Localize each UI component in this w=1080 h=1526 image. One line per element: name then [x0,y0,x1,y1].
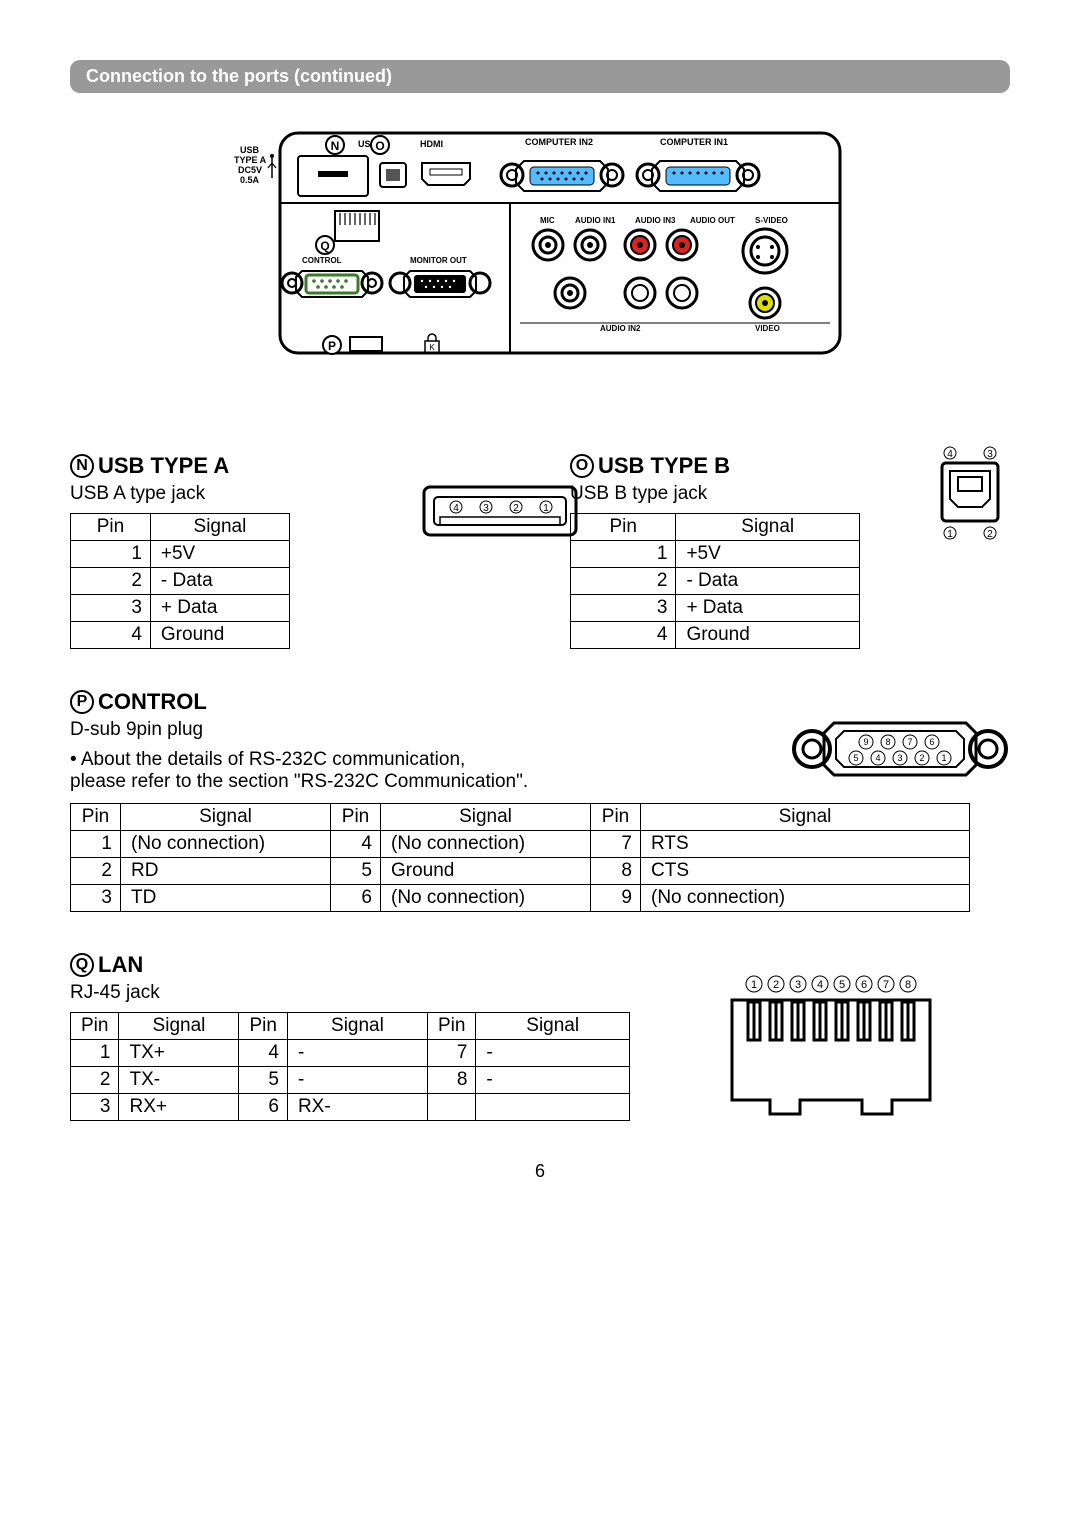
audio-jack-mic [533,230,563,260]
control-table: PinSignal PinSignal PinSignal 1(No conne… [70,803,970,912]
svg-text:8: 8 [905,979,911,991]
svg-text:HDMI: HDMI [420,139,443,149]
svg-text:6: 6 [861,979,867,991]
usb-type-a-section: N USB TYPE A USB A type jack PinSignal 1… [70,453,510,649]
rca-in3-r [625,230,655,260]
svg-text:O: O [375,139,384,153]
rear-port-panel-diagram: USB TYPE A DC5V 0.5A N USB O HDMI COMPUT… [230,123,850,373]
svg-text:3: 3 [483,503,489,514]
svg-text:P: P [328,339,336,353]
svg-text:1: 1 [941,753,946,763]
svg-text:2: 2 [919,753,924,763]
svg-text:3: 3 [987,449,993,460]
svg-text:4: 4 [453,503,459,514]
usb-icon-side [268,154,276,178]
svg-text:AUDIO OUT: AUDIO OUT [690,216,735,225]
dsub9-connector-diagram: 9 8 7 6 5 4 3 2 1 [790,709,1010,789]
control-section: P CONTROL D-sub 9pin plug • About the de… [70,689,1010,912]
svg-text:N: N [331,139,340,153]
usb-type-b-section: O USB TYPE B USB B type jack PinSignal 1… [570,453,1010,649]
svg-text:5: 5 [853,753,858,763]
svg-text:K: K [429,343,435,352]
page-number: 6 [70,1161,1010,1182]
svg-text:4: 4 [947,449,953,460]
svg-text:3: 3 [795,979,801,991]
svg-text:5: 5 [839,979,845,991]
usb-b-connector-diagram: 4 3 1 2 [930,443,1010,543]
usb-a-connector-diagram: 4 3 2 1 [420,483,580,543]
audio-jack-in1 [575,230,605,260]
svg-text:AUDIO IN2: AUDIO IN2 [600,324,641,333]
svg-text:MIC: MIC [540,216,555,225]
usb-type-a-side-label: USB TYPE A DC5V 0.5A [234,145,268,185]
usb-b-title: USB TYPE B [598,453,730,479]
svg-text:2: 2 [987,529,993,540]
control-title: CONTROL [98,689,207,715]
marker-P: P [70,690,94,714]
svg-text:4: 4 [817,979,823,991]
usb-a-table: PinSignal 1+5V 2- Data 3+ Data 4Ground [70,513,290,649]
svg-text:2: 2 [513,503,519,514]
marker-N: N [70,454,94,478]
vga-in2 [501,161,623,191]
svg-text:3: 3 [897,753,902,763]
lan-section: Q LAN RJ-45 jack PinSignal PinSignal Pin… [70,952,1010,1121]
svg-text:1: 1 [543,503,549,514]
svg-text:9: 9 [863,737,868,747]
svg-text:2: 2 [773,979,779,991]
svg-text:COMPUTER IN2: COMPUTER IN2 [525,137,593,147]
lan-table: PinSignal PinSignal PinSignal 1TX+4-7- 2… [70,1012,630,1121]
svg-text:MONITOR OUT: MONITOR OUT [410,256,467,265]
svg-text:COMPUTER IN1: COMPUTER IN1 [660,137,728,147]
svg-text:AUDIO IN3: AUDIO IN3 [635,216,676,225]
marker-O: O [570,454,594,478]
svg-text:Q: Q [320,239,329,253]
svg-text:8: 8 [885,737,890,747]
svg-text:AUDIO IN1: AUDIO IN1 [575,216,616,225]
monitor-out-port [390,271,490,297]
svg-text:6: 6 [929,737,934,747]
header-bar: Connection to the ports (continued) [70,60,1010,93]
rca-out-r [667,230,697,260]
vga-in1 [637,161,759,191]
svg-text:CONTROL: CONTROL [302,256,342,265]
svg-text:7: 7 [883,979,889,991]
usb-a-title: USB TYPE A [98,453,229,479]
svg-text:4: 4 [875,753,880,763]
control-port [282,271,382,297]
rj45-connector-diagram: 1 2 3 4 5 6 7 8 [720,972,940,1122]
usb-b-table: PinSignal 1+5V 2- Data 3+ Data 4Ground [570,513,860,649]
s-video-port [743,229,787,273]
lan-title: LAN [98,952,143,978]
svg-text:7: 7 [907,737,912,747]
marker-Q: Q [70,953,94,977]
svg-text:VIDEO: VIDEO [755,324,780,333]
svg-text:S-VIDEO: S-VIDEO [755,216,788,225]
svg-text:1: 1 [947,529,953,540]
svg-text:1: 1 [751,979,757,991]
